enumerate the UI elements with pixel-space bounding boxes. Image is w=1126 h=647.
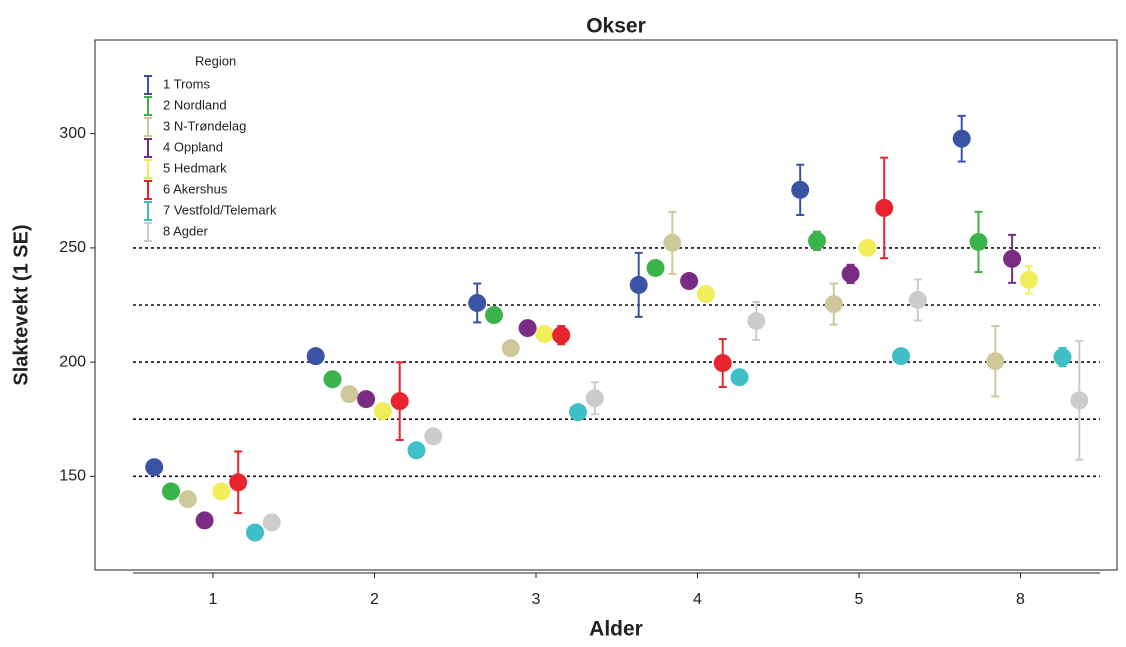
point bbox=[747, 311, 766, 330]
point bbox=[407, 441, 426, 460]
legend-label: 6 Akershus bbox=[163, 181, 228, 196]
x-tick-label: 3 bbox=[532, 591, 541, 608]
point bbox=[585, 389, 604, 408]
point bbox=[424, 427, 443, 446]
y-tick-label: 150 bbox=[59, 468, 86, 485]
point bbox=[663, 233, 682, 252]
plot-frame bbox=[94, 39, 1118, 571]
point bbox=[390, 392, 409, 411]
point bbox=[696, 285, 715, 304]
point bbox=[535, 325, 554, 344]
point bbox=[791, 180, 810, 199]
point bbox=[892, 347, 910, 366]
legend-label: 7 Vestfold/Telemark bbox=[163, 202, 277, 217]
point bbox=[986, 352, 1005, 371]
legend-label: 4 Oppland bbox=[163, 139, 223, 154]
point bbox=[629, 275, 648, 294]
point bbox=[468, 293, 487, 312]
point bbox=[646, 258, 665, 277]
x-tick-label: 2 bbox=[370, 591, 379, 608]
point bbox=[808, 231, 826, 250]
x-tick-label: 4 bbox=[693, 591, 702, 608]
point bbox=[195, 511, 214, 530]
point bbox=[1019, 270, 1038, 289]
y-tick-label: 200 bbox=[59, 353, 86, 370]
point bbox=[178, 490, 197, 509]
y-axis-label: Slaktevekt (1 SE) bbox=[10, 224, 32, 385]
point bbox=[875, 198, 894, 217]
point bbox=[340, 385, 359, 404]
point bbox=[518, 319, 537, 338]
point bbox=[485, 306, 503, 325]
point bbox=[908, 290, 927, 309]
legend-label: 1 Troms bbox=[163, 76, 210, 91]
point bbox=[262, 513, 281, 532]
legend-label: 3 N-Trøndelag bbox=[163, 118, 246, 133]
point bbox=[730, 368, 749, 387]
x-axis-label: Alder bbox=[589, 618, 643, 641]
point bbox=[952, 129, 971, 148]
legend-label: 8 Agder bbox=[163, 223, 208, 238]
legend-title: Region bbox=[195, 53, 236, 68]
chart-title: Okser bbox=[586, 15, 646, 38]
point bbox=[841, 264, 860, 283]
y-tick-label: 300 bbox=[59, 125, 86, 142]
y-tick-label: 250 bbox=[59, 239, 86, 256]
point bbox=[680, 272, 699, 291]
point bbox=[713, 354, 732, 373]
x-tick-label: 1 bbox=[209, 591, 218, 608]
point bbox=[552, 326, 571, 345]
point bbox=[306, 347, 325, 366]
legend-label: 5 Hedmark bbox=[163, 160, 227, 175]
point bbox=[1070, 391, 1089, 410]
point bbox=[1003, 249, 1022, 268]
point bbox=[1053, 348, 1072, 367]
point bbox=[323, 370, 342, 389]
point bbox=[212, 482, 231, 501]
point bbox=[145, 458, 164, 477]
point bbox=[162, 482, 180, 501]
point bbox=[246, 523, 264, 542]
point bbox=[824, 295, 843, 314]
point bbox=[969, 232, 988, 251]
point bbox=[357, 390, 376, 409]
x-tick-label: 8 bbox=[1016, 591, 1025, 608]
point bbox=[373, 402, 392, 421]
point bbox=[858, 238, 877, 257]
legend-label: 2 Nordland bbox=[163, 97, 227, 112]
point bbox=[501, 339, 520, 358]
point bbox=[569, 403, 587, 422]
point bbox=[229, 473, 248, 492]
x-tick-label: 5 bbox=[855, 591, 864, 608]
